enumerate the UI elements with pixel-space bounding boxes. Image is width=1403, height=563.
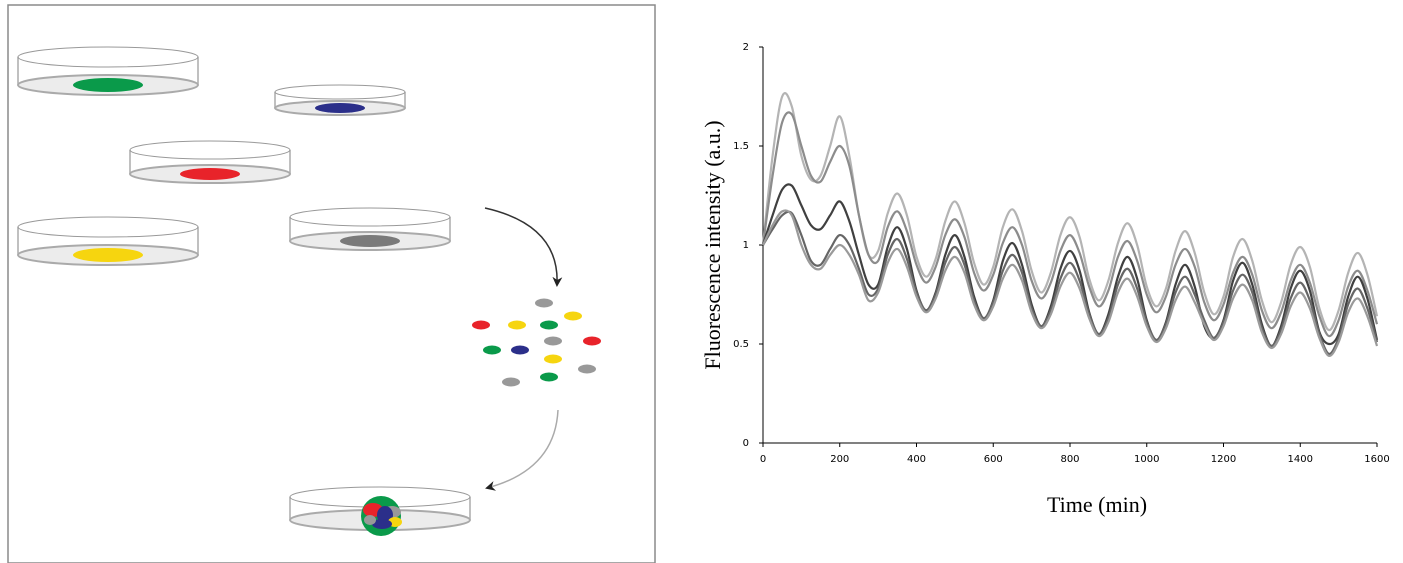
cell	[535, 298, 553, 308]
aggregate-cell	[364, 515, 376, 525]
diagram	[17, 46, 601, 536]
x-axis-title: Time (min)	[1047, 492, 1147, 517]
x-tick-label: 1600	[1364, 454, 1389, 465]
cell-colony	[73, 248, 143, 262]
x-tick-label: 1400	[1288, 454, 1313, 465]
cell	[511, 345, 529, 355]
dish-rim	[129, 140, 291, 160]
arrow	[485, 409, 559, 491]
cell-colony	[73, 78, 143, 92]
series-line	[761, 111, 1379, 338]
dish-rim	[17, 46, 199, 68]
aggregate-cell	[372, 519, 392, 529]
cell	[544, 336, 562, 346]
dish-rim	[274, 84, 406, 100]
cell	[544, 354, 562, 364]
dish-rim	[289, 207, 451, 227]
dish-rim	[17, 216, 199, 238]
cell	[502, 377, 520, 387]
y-axis-title: Fluorescence intensity (a.u.)	[700, 120, 725, 369]
x-tick-label: 1200	[1211, 454, 1236, 465]
chart: Time (min) Fluorescence intensity (a.u.)…	[700, 42, 1390, 517]
cell-colony	[340, 235, 400, 247]
x-tick-label: 400	[907, 454, 926, 465]
y-tick-label: 0.5	[733, 339, 749, 350]
x-tick-label: 1000	[1134, 454, 1159, 465]
series-line	[762, 210, 1379, 355]
x-tick-label: 800	[1060, 454, 1079, 465]
cell	[540, 372, 558, 382]
y-tick-label: 2	[743, 42, 749, 53]
panel-border	[7, 4, 656, 563]
y-tick-label: 1	[743, 240, 749, 251]
arrow	[484, 207, 563, 287]
x-tick-label: 200	[830, 454, 849, 465]
cell	[472, 320, 490, 330]
cell	[483, 345, 501, 355]
cell	[508, 320, 526, 330]
cell	[583, 336, 601, 346]
cell	[564, 311, 582, 321]
x-tick-label: 0	[760, 454, 766, 465]
series-line	[761, 92, 1379, 332]
x-tick-label: 600	[984, 454, 1003, 465]
cell	[540, 320, 558, 330]
cell	[578, 364, 596, 374]
y-tick-label: 1.5	[733, 141, 749, 152]
cell-colony	[315, 103, 365, 113]
series-line	[762, 209, 1379, 357]
cell-colony	[180, 168, 240, 180]
y-tick-label: 0	[743, 438, 749, 449]
